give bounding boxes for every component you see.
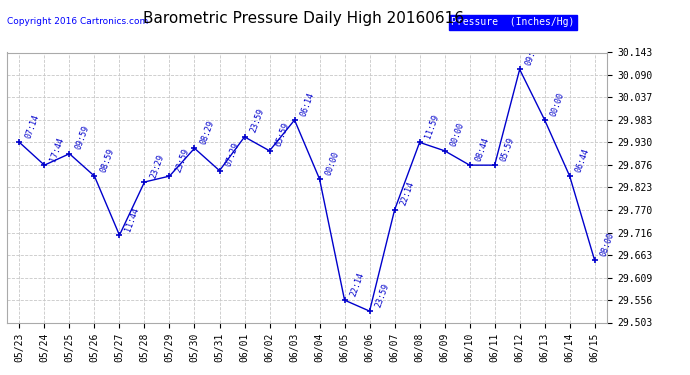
Text: 11:59: 11:59 (424, 113, 441, 140)
Text: Pressure  (Inches/Hg): Pressure (Inches/Hg) (451, 17, 575, 27)
Text: Copyright 2016 Cartronics.com: Copyright 2016 Cartronics.com (7, 17, 148, 26)
Text: 23:59: 23:59 (374, 282, 391, 308)
Text: 22:14: 22:14 (348, 271, 366, 297)
Text: 00:00: 00:00 (324, 150, 341, 176)
Text: 23:29: 23:29 (148, 153, 166, 179)
Text: 00:00: 00:00 (448, 122, 466, 148)
Text: 17:44: 17:44 (48, 136, 66, 162)
Text: 22:14: 22:14 (399, 180, 416, 207)
Text: 08:00: 08:00 (599, 231, 616, 258)
Text: 09:59: 09:59 (74, 124, 90, 151)
Text: 11:44: 11:44 (124, 206, 141, 232)
Text: 07:29: 07:29 (224, 141, 241, 168)
Text: 23:59: 23:59 (248, 108, 266, 134)
Text: 08:59: 08:59 (99, 147, 116, 173)
Text: 08:44: 08:44 (474, 136, 491, 162)
Text: 23:59: 23:59 (174, 147, 190, 173)
Text: 06:44: 06:44 (574, 147, 591, 173)
Text: 08:29: 08:29 (199, 119, 216, 146)
Text: 65:59: 65:59 (274, 122, 290, 148)
Text: 09:: 09: (524, 50, 538, 67)
Text: 05:59: 05:59 (499, 136, 516, 162)
Text: 06:14: 06:14 (299, 91, 316, 117)
Text: Barometric Pressure Daily High 20160616: Barometric Pressure Daily High 20160616 (143, 11, 464, 26)
Text: 00:00: 00:00 (549, 91, 566, 117)
Text: 07:14: 07:14 (23, 113, 41, 140)
